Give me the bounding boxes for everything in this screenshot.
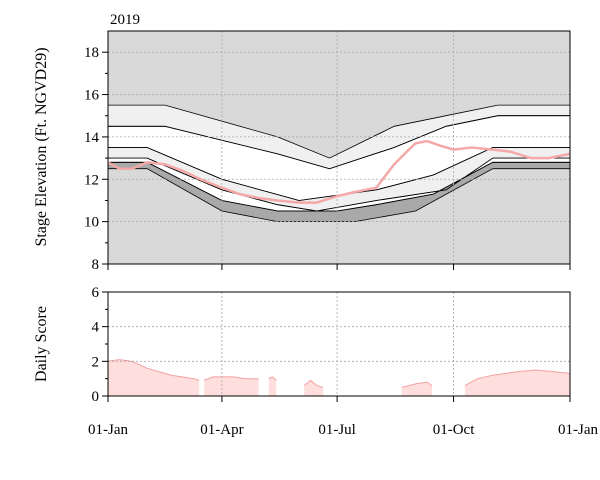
x-tick-label: 01-Jul	[318, 422, 356, 438]
stage-y-axis: 8 10 12 14 16 18	[84, 45, 108, 273]
stage-line	[107, 139, 571, 204]
score-line-6	[464, 369, 571, 387]
x-tick-label: 01-Jan	[88, 422, 128, 438]
score-line-2	[204, 376, 259, 381]
daily-score-areas	[107, 359, 571, 396]
stage-y-tick-label: 8	[92, 257, 100, 273]
stage-y-tick-label: 16	[84, 88, 100, 104]
score-area-1	[108, 359, 200, 396]
score-y-tick-label: 4	[92, 320, 100, 336]
score-line-4	[303, 379, 324, 388]
score-y-tick-label: 0	[92, 389, 100, 405]
band-boundary-upper-5	[108, 161, 570, 212]
score-line-5	[401, 381, 433, 388]
band-boundary-upper-1	[108, 104, 570, 159]
score-y-axis-title: Daily Score	[33, 306, 50, 382]
regulation-band-5	[108, 162, 570, 222]
stage-y-tick-label: 12	[84, 172, 99, 188]
score-y-tick-label: 6	[92, 285, 100, 301]
score-area-4	[304, 380, 324, 396]
daily-score-panel: 0 2 4 6 Daily Score	[33, 285, 571, 405]
x-tick-label: 01-Jan	[558, 422, 598, 438]
stage-y-tick-label: 14	[84, 130, 100, 146]
regulation-band-4	[108, 158, 570, 211]
score-line-3	[268, 376, 277, 381]
score-area-2	[204, 376, 259, 396]
stage-y-tick-label: 18	[84, 45, 99, 61]
score-area-6	[464, 370, 570, 396]
band-boundary-upper-2	[108, 115, 570, 170]
stage-line-group	[107, 139, 571, 204]
regulation-band-1	[108, 105, 570, 169]
regulation-band-2	[108, 115, 570, 201]
score-area-3	[268, 376, 277, 396]
year-label: 2019	[110, 12, 140, 28]
stage-y-axis-title: Stage Elevation (Ft. NGVD29)	[33, 47, 50, 246]
score-y-axis: 0 2 4 6	[92, 285, 108, 405]
score-line-1	[107, 359, 200, 381]
stage-panel-frame	[107, 30, 571, 265]
score-y-tick-label: 2	[92, 354, 100, 370]
x-tick-label: 01-Apr	[200, 422, 243, 438]
stage-elevation-panel: 8 10 12 14 16 18 2019 Stage Elevation (Ft. NG…	[33, 12, 571, 273]
date-x-axis: 01-Jan 01-Apr 01-Jul 01-Oct 01-Jan	[88, 264, 598, 438]
x-tick-label: 01-Oct	[433, 422, 475, 438]
stage-y-tick-label: 10	[84, 215, 99, 231]
